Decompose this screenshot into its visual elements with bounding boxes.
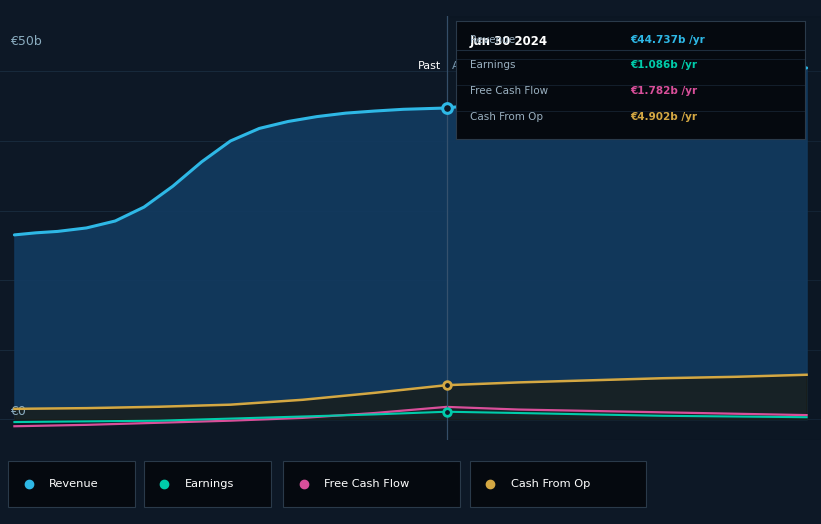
Text: Analysts Forecasts: Analysts Forecasts: [452, 61, 556, 71]
Text: Past: Past: [418, 61, 441, 71]
Text: Earnings: Earnings: [470, 60, 515, 71]
Text: Free Cash Flow: Free Cash Flow: [470, 86, 548, 96]
Text: €0: €0: [10, 405, 25, 418]
FancyBboxPatch shape: [144, 461, 271, 507]
Text: €44.737b /yr: €44.737b /yr: [631, 35, 705, 45]
Text: Free Cash Flow: Free Cash Flow: [324, 479, 410, 489]
Text: €1.086b /yr: €1.086b /yr: [631, 60, 697, 71]
FancyBboxPatch shape: [470, 461, 646, 507]
Text: Revenue: Revenue: [49, 479, 99, 489]
Text: Jun 30 2024: Jun 30 2024: [470, 35, 548, 48]
Text: €1.782b /yr: €1.782b /yr: [631, 86, 697, 96]
Text: €4.902b /yr: €4.902b /yr: [631, 112, 697, 123]
Bar: [447, 16, 821, 440]
FancyBboxPatch shape: [8, 461, 135, 507]
Text: €50b: €50b: [10, 35, 42, 48]
Text: Revenue: Revenue: [470, 35, 515, 45]
Text: Earnings: Earnings: [185, 479, 234, 489]
Text: Cash From Op: Cash From Op: [511, 479, 590, 489]
Text: Cash From Op: Cash From Op: [470, 112, 543, 123]
FancyBboxPatch shape: [283, 461, 460, 507]
